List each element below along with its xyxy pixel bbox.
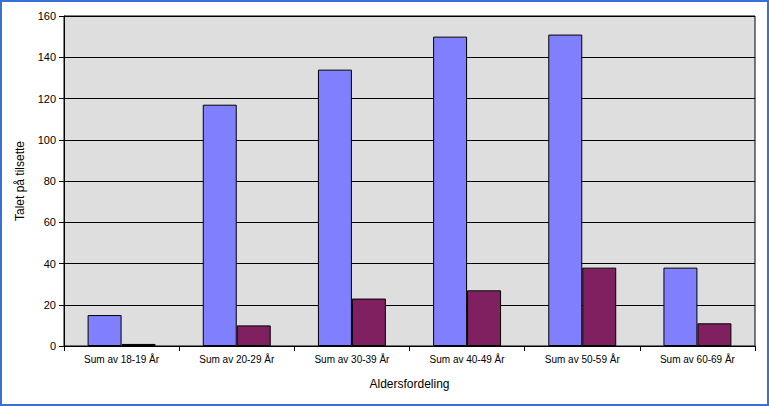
svg-text:Aldersfordeling: Aldersfordeling: [369, 377, 449, 391]
svg-text:0: 0: [50, 340, 56, 352]
svg-text:80: 80: [44, 175, 56, 187]
svg-text:100: 100: [38, 134, 56, 146]
svg-text:160: 160: [38, 10, 56, 22]
svg-text:40: 40: [44, 258, 56, 270]
svg-text:Sum av 18-19 År: Sum av 18-19 År: [84, 353, 160, 365]
svg-text:Sum av 60-69 År: Sum av 60-69 År: [660, 353, 736, 365]
svg-text:140: 140: [38, 51, 56, 63]
svg-text:120: 120: [38, 93, 56, 105]
svg-text:Sum av 30-39 År: Sum av 30-39 År: [314, 353, 390, 365]
svg-text:Sum av 20-29 År: Sum av 20-29 År: [199, 353, 275, 365]
svg-text:60: 60: [44, 216, 56, 228]
svg-text:Sum av 40-49 År: Sum av 40-49 År: [430, 353, 506, 365]
svg-text:Talet på tilsette: Talet på tilsette: [13, 141, 27, 221]
svg-text:Sum av 50-59 År: Sum av 50-59 År: [545, 353, 621, 365]
svg-text:20: 20: [44, 299, 56, 311]
